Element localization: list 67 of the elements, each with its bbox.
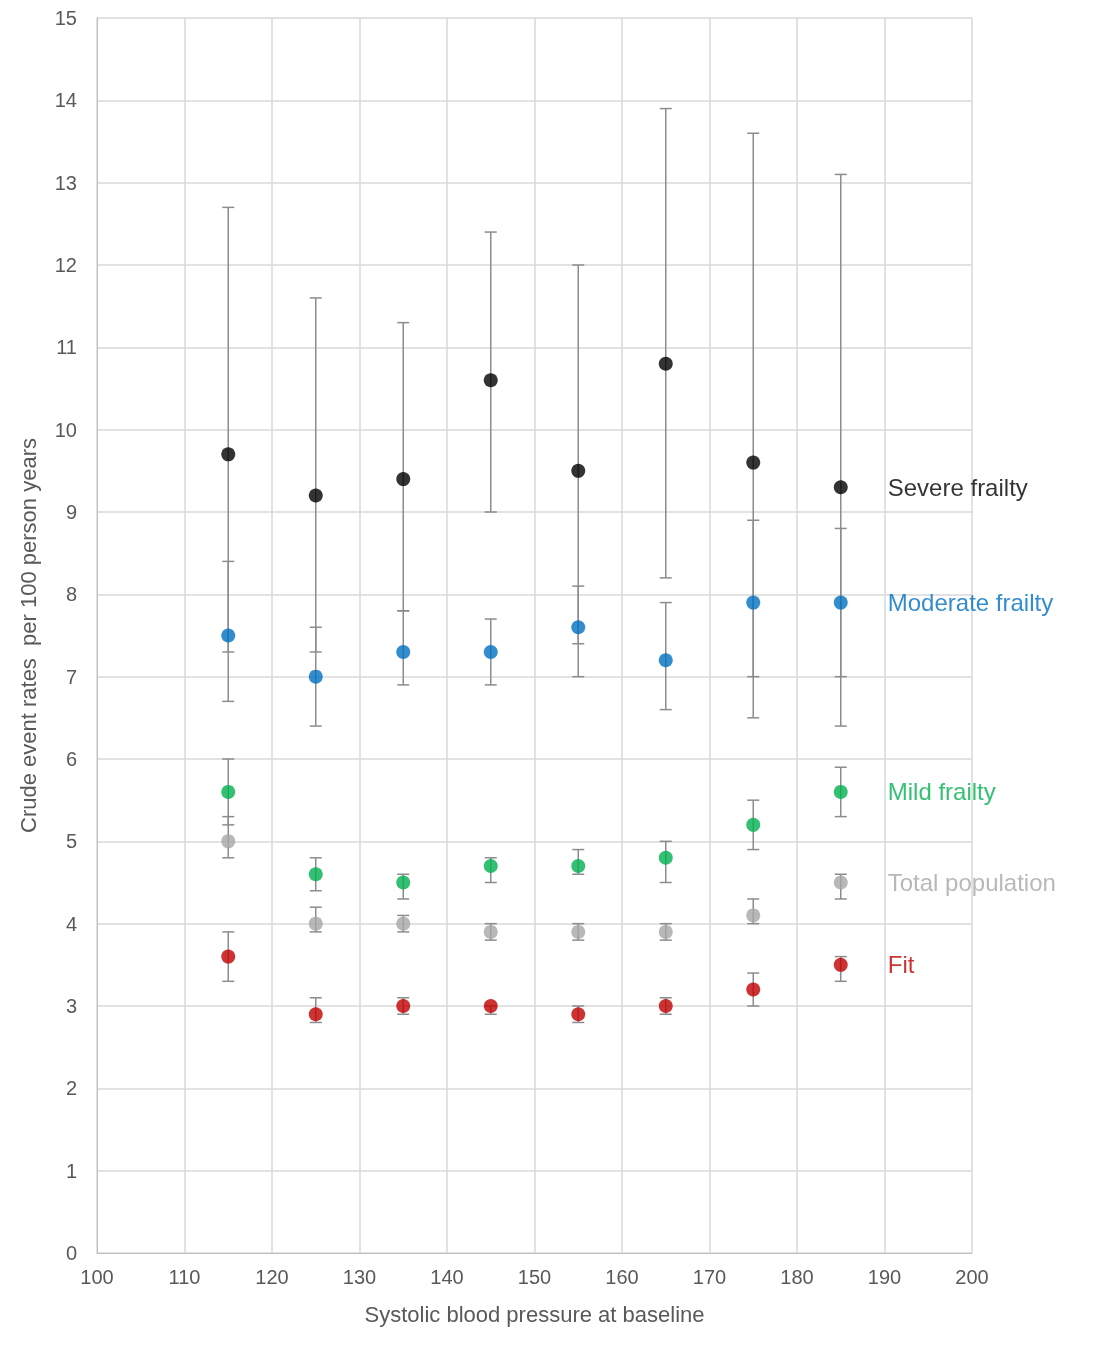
point <box>746 908 761 923</box>
series-label: Fit <box>887 951 915 979</box>
x-tick-label: 180 <box>780 1266 814 1288</box>
point <box>396 644 411 659</box>
point <box>746 817 761 832</box>
point <box>833 480 848 495</box>
x-axis-title: Systolic blood pressure at baseline <box>364 1301 705 1327</box>
x-tick-label: 130 <box>342 1266 377 1288</box>
point <box>221 784 236 799</box>
series-label: Mild frailty <box>887 778 996 806</box>
y-tick-label: 12 <box>54 254 77 276</box>
y-tick-label: 4 <box>65 912 77 935</box>
x-tick-label: 100 <box>80 1266 114 1288</box>
point <box>483 644 498 659</box>
point <box>833 957 848 972</box>
point <box>308 488 323 503</box>
point <box>308 1007 323 1022</box>
y-tick-label: 6 <box>65 748 77 770</box>
point <box>833 595 848 610</box>
y-tick-label: 8 <box>65 583 77 606</box>
point <box>221 447 236 462</box>
point <box>833 875 848 890</box>
point <box>308 867 323 882</box>
point <box>571 620 586 635</box>
point <box>658 850 673 865</box>
series-label: Moderate frailty <box>887 589 1054 617</box>
y-tick-label: 0 <box>65 1242 77 1264</box>
point <box>483 999 498 1013</box>
series-label: Total population <box>887 869 1056 896</box>
y-tick-label: 13 <box>54 171 77 194</box>
point <box>746 455 761 470</box>
x-tick-label: 200 <box>955 1266 989 1288</box>
point <box>483 373 498 388</box>
point <box>308 669 323 684</box>
point <box>483 859 498 874</box>
x-tick-label: 110 <box>168 1266 201 1288</box>
x-tick-label: 190 <box>867 1266 902 1288</box>
series-label: Severe frailty <box>887 473 1028 501</box>
y-tick-label: 2 <box>65 1077 77 1100</box>
point <box>221 949 236 964</box>
point <box>571 463 586 478</box>
x-tick-label: 140 <box>430 1266 464 1288</box>
y-tick-label: 11 <box>56 336 77 359</box>
y-tick-label: 1 <box>65 1159 77 1182</box>
point <box>571 859 586 874</box>
x-tick-label: 170 <box>692 1266 727 1288</box>
y-tick-label: 7 <box>65 665 77 688</box>
y-tick-label: 10 <box>54 418 77 441</box>
point <box>658 653 673 668</box>
y-tick-label: 3 <box>65 995 77 1017</box>
point <box>746 595 761 610</box>
y-tick-label: 5 <box>65 830 77 853</box>
x-tick-label: 120 <box>255 1266 289 1288</box>
x-tick-label: 160 <box>605 1266 639 1288</box>
point <box>658 356 673 371</box>
y-tick-label: 9 <box>65 501 77 523</box>
point <box>833 784 848 799</box>
point <box>396 472 411 487</box>
y-axis-title: Crude event rates per 100 person years <box>15 437 41 834</box>
point <box>221 628 236 643</box>
x-tick-label: 150 <box>517 1266 552 1288</box>
point <box>396 875 411 890</box>
point <box>746 982 761 997</box>
point <box>221 834 236 849</box>
y-tick-label: 14 <box>54 89 77 112</box>
y-tick-label: 15 <box>54 7 77 29</box>
point <box>308 916 323 931</box>
